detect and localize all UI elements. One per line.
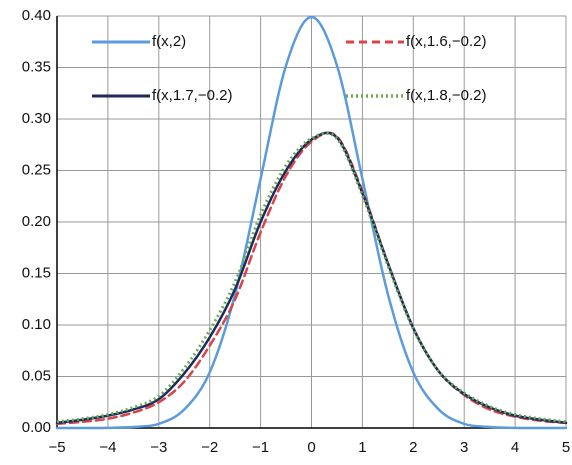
legend-label: f(x,1.7,−0.2) [152,87,232,104]
x-tick-label: −4 [99,439,116,456]
legend-label: f(x,1.8,−0.2) [406,87,486,104]
y-tick-label: 0.25 [22,161,51,178]
series-line [55,131,568,425]
y-tick-label: 0.00 [22,419,51,436]
y-tick-label: 0.20 [22,213,51,230]
x-tick-label: 3 [460,439,468,456]
x-tick-label: −1 [252,439,269,456]
x-tick-label: 1 [358,439,366,456]
x-tick-label: 4 [511,439,519,456]
y-tick-label: 0.15 [22,264,51,281]
legend-label: f(x,2) [152,33,186,50]
y-tick-label: 0.40 [22,7,51,24]
y-tick-label: 0.05 [22,367,51,384]
x-tick-label: −2 [201,439,218,456]
x-tick-label: 0 [307,439,315,456]
x-tick-label: 2 [409,439,417,456]
series-line [55,131,568,426]
y-tick-label: 0.30 [22,110,51,127]
legend-label: f(x,1.6,−0.2) [406,33,486,50]
series-line [55,15,568,430]
y-tick-label: 0.10 [22,316,51,333]
y-tick-label: 0.35 [22,58,51,75]
x-tick-label: −5 [48,439,65,456]
x-tick-label: 5 [562,439,570,456]
x-tick-label: −3 [150,439,167,456]
